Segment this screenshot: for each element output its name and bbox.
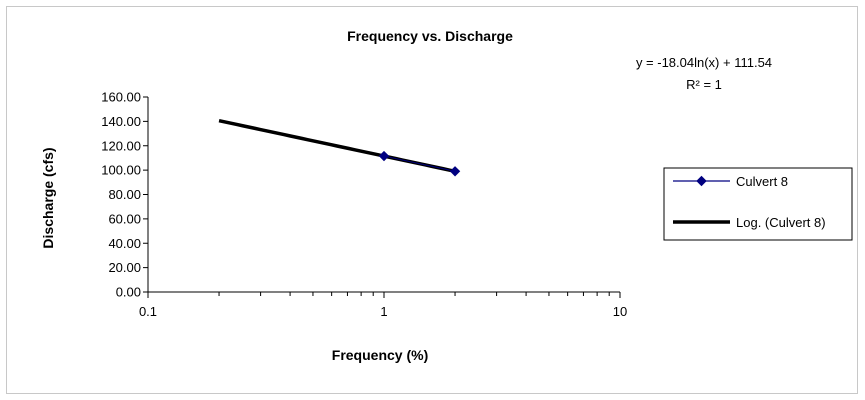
chart-title: Frequency vs. Discharge xyxy=(347,28,513,44)
legend-series-swatch xyxy=(673,175,730,187)
y-tick-label: 160.00 xyxy=(101,90,141,105)
legend-series-marker xyxy=(696,175,707,187)
y-tick-label: 20.00 xyxy=(108,260,141,275)
y-tick-label: 60.00 xyxy=(108,211,141,226)
trendline-r-squared: R² = 1 xyxy=(686,77,722,92)
x-tick-label: 1 xyxy=(380,304,387,319)
y-tick-label: 140.00 xyxy=(101,114,141,129)
series-line xyxy=(383,155,456,172)
y-tick-label: 120.00 xyxy=(101,138,141,153)
x-tick-label: 0.1 xyxy=(139,304,157,319)
legend: Culvert 8 Log. (Culvert 8) xyxy=(663,167,853,241)
y-axis-label: Discharge (cfs) xyxy=(40,147,56,248)
trendline-equation: y = -18.04ln(x) + 111.54 xyxy=(636,55,772,70)
data-point-marker xyxy=(378,150,390,162)
legend-trendline-label: Log. (Culvert 8) xyxy=(736,215,826,230)
y-tick-label: 40.00 xyxy=(108,236,141,251)
x-axis-label: Frequency (%) xyxy=(332,347,428,363)
data-point-marker xyxy=(449,166,461,177)
y-tick-label: 0.00 xyxy=(116,285,141,300)
x-tick-label: 10 xyxy=(613,304,627,319)
y-tick-label: 100.00 xyxy=(101,163,141,178)
legend-box xyxy=(663,167,853,241)
y-tick-label: 80.00 xyxy=(108,187,141,202)
plot-area: 0.00 20.00 40.00 60.00 80.00 100.00 120.00 140.… xyxy=(101,90,627,320)
legend-series-label: Culvert 8 xyxy=(736,174,788,189)
